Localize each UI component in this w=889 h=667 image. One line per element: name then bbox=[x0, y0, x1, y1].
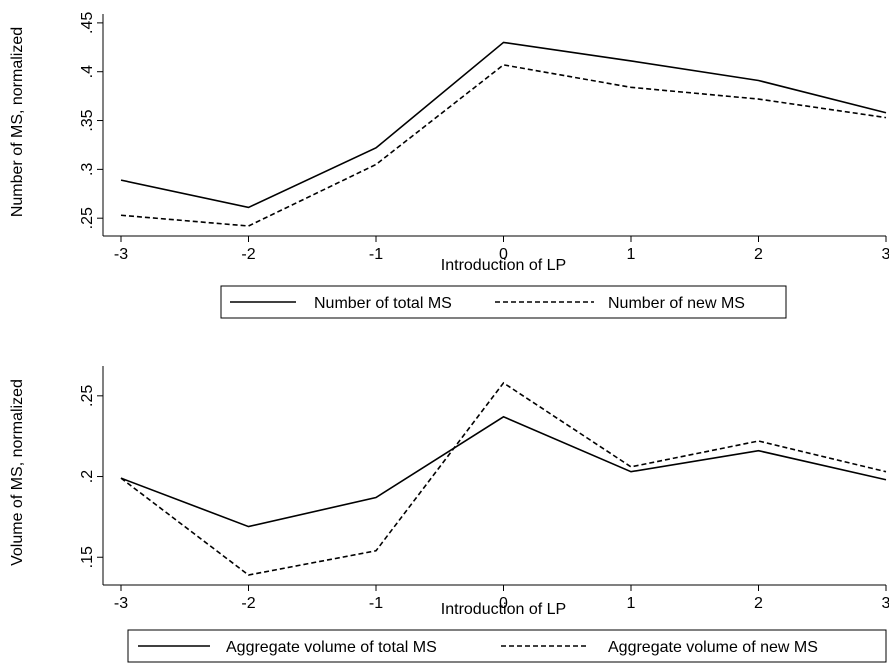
series-line-dashed bbox=[120, 64, 887, 227]
chart-number-of-ms: .25 .3 .35 .4 .45 -3 -2 -1 0 1 2 3 Number of MS, n… bbox=[9, 12, 889, 319]
y-tick-label: .25 bbox=[79, 207, 96, 229]
x-axis-label: Introduction of LP bbox=[441, 257, 566, 274]
legend-label: Aggregate volume of new MS bbox=[608, 639, 818, 656]
x-tick-label: 2 bbox=[754, 595, 763, 612]
y-tick-label: .25 bbox=[79, 385, 96, 407]
x-tick-label: 0 bbox=[499, 246, 508, 263]
y-ticks: .15 .2 .25 bbox=[79, 385, 103, 568]
x-tick-label: -2 bbox=[241, 246, 255, 263]
legend-label: Number of total MS bbox=[314, 295, 452, 312]
y-tick-label: .15 bbox=[79, 546, 96, 568]
legend-label: Aggregate volume of total MS bbox=[226, 639, 437, 656]
series-lines bbox=[120, 381, 887, 576]
y-tick-label: .4 bbox=[79, 65, 96, 78]
legend-label: Number of new MS bbox=[608, 295, 745, 312]
series-line-solid bbox=[120, 41, 887, 209]
x-axis-label: Introduction of LP bbox=[441, 601, 566, 618]
series-line-solid bbox=[120, 415, 887, 528]
x-tick-label: -3 bbox=[114, 595, 128, 612]
series-lines bbox=[120, 41, 887, 227]
legend: Number of total MS Number of new MS bbox=[220, 285, 787, 319]
x-ticks: -3 -2 -1 0 1 2 3 bbox=[114, 236, 889, 263]
x-tick-label: 3 bbox=[882, 595, 889, 612]
x-tick-label: -1 bbox=[369, 246, 383, 263]
x-tick-label: 1 bbox=[627, 246, 636, 263]
y-tick-label: .45 bbox=[79, 12, 96, 34]
series-line-dashed bbox=[120, 381, 887, 576]
legend-box bbox=[127, 629, 887, 663]
legend-box bbox=[220, 285, 787, 319]
y-axis-label: Volume of MS, normalized bbox=[9, 379, 26, 566]
y-tick-label: .2 bbox=[79, 470, 96, 483]
x-tick-label: 1 bbox=[627, 595, 636, 612]
y-ticks: .25 .3 .35 .4 .45 bbox=[79, 12, 103, 229]
x-tick-label: 0 bbox=[499, 595, 508, 612]
y-axis-label: Number of MS, normalized bbox=[9, 27, 26, 217]
x-tick-label: -2 bbox=[241, 595, 255, 612]
x-ticks: -3 -2 -1 0 1 2 3 bbox=[114, 585, 889, 612]
x-tick-label: 3 bbox=[882, 246, 889, 263]
x-tick-label: 2 bbox=[754, 246, 763, 263]
x-tick-label: -1 bbox=[369, 595, 383, 612]
y-tick-label: .35 bbox=[79, 109, 96, 131]
x-tick-label: -3 bbox=[114, 246, 128, 263]
legend: Aggregate volume of total MS Aggregate v… bbox=[127, 629, 887, 663]
chart-volume-of-ms: .15 .2 .25 -3 -2 -1 0 1 2 3 Volume of MS, normal… bbox=[9, 366, 889, 663]
y-tick-label: .3 bbox=[79, 163, 96, 176]
